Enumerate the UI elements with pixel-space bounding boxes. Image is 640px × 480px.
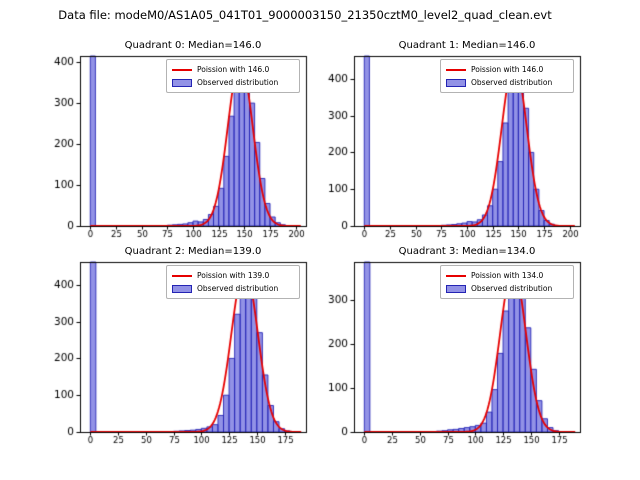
legend-label-observed: Observed distribution	[197, 284, 279, 293]
observed-patch-swatch	[172, 284, 192, 293]
legend-row-poisson: Poission with 134.0	[446, 269, 568, 282]
legend-row-observed: Observed distribution	[172, 76, 294, 89]
legend-label-poisson: Poission with 146.0	[197, 65, 270, 74]
observed-patch-swatch	[172, 78, 192, 87]
observed-patch-swatch	[446, 78, 466, 87]
legend-label-observed: Observed distribution	[197, 78, 279, 87]
observed-patch-swatch	[446, 284, 466, 293]
legend-quadrant-2: Poission with 139.0 Observed distributio…	[166, 265, 300, 299]
legend-row-observed: Observed distribution	[446, 76, 568, 89]
legend-label-observed: Observed distribution	[471, 284, 553, 293]
legend-row-observed: Observed distribution	[446, 282, 568, 295]
legend-row-observed: Observed distribution	[172, 282, 294, 295]
legend-row-poisson: Poission with 139.0	[172, 269, 294, 282]
legend-quadrant-3: Poission with 134.0 Observed distributio…	[440, 265, 574, 299]
poisson-line-swatch	[446, 274, 466, 277]
legend-row-poisson: Poission with 146.0	[172, 63, 294, 76]
legend-row-poisson: Poission with 146.0	[446, 63, 568, 76]
legend-label-observed: Observed distribution	[471, 78, 553, 87]
legend-label-poisson: Poission with 146.0	[471, 65, 544, 74]
legend-quadrant-1: Poission with 146.0 Observed distributio…	[440, 59, 574, 93]
poisson-line-swatch	[446, 68, 466, 71]
legend-label-poisson: Poission with 139.0	[197, 271, 270, 280]
legend-label-poisson: Poission with 134.0	[471, 271, 544, 280]
figure-title: Data file: modeM0/AS1A05_041T01_90000031…	[58, 8, 552, 22]
poisson-line-swatch	[172, 68, 192, 71]
poisson-line-swatch	[172, 274, 192, 277]
legend-quadrant-0: Poission with 146.0 Observed distributio…	[166, 59, 300, 93]
